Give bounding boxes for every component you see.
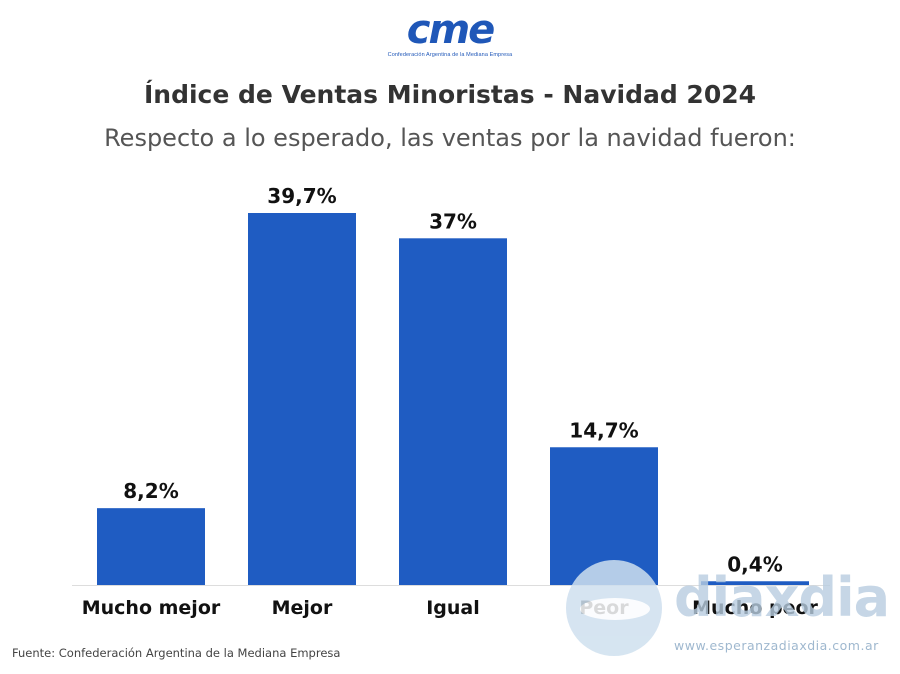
bar-value-label-1: 39,7% <box>267 184 336 208</box>
bar-2 <box>399 238 507 585</box>
bar-1 <box>248 213 356 585</box>
chart-title: Índice de Ventas Minoristas - Navidad 20… <box>143 80 757 109</box>
watermark-url: www.esperanzadiaxdia.com.ar <box>674 638 879 653</box>
bar-0 <box>97 508 205 585</box>
source-note: Fuente: Confederación Argentina de la Me… <box>12 646 341 660</box>
category-label-0: Mucho mejor <box>82 597 221 619</box>
cme-logo: cme Confederación Argentina de la Median… <box>0 8 900 58</box>
bar-4 <box>701 581 809 585</box>
bar-value-label-3: 14,7% <box>569 418 638 442</box>
logo-tagline: Confederación Argentina de la Mediana Em… <box>387 52 513 58</box>
chart-subtitle: Respecto a lo esperado, las ventas por l… <box>104 124 796 152</box>
category-label-1: Mejor <box>272 597 333 619</box>
bar-value-label-4: 0,4% <box>727 552 782 576</box>
watermark-logo-icon <box>566 560 662 656</box>
category-label-4: Mucho peor <box>692 597 818 619</box>
bar-value-label-2: 37% <box>429 209 477 233</box>
category-label-2: Igual <box>426 597 480 619</box>
watermark: diaxdia www.esperanzadiaxdia.com.ar <box>566 560 896 660</box>
watermark-brand: diaxdia <box>674 566 890 629</box>
logo-brand: cme <box>406 7 496 53</box>
bar-chart: 8,2%Mucho mejor39,7%Mejor37%Igual14,7%Pe… <box>72 184 830 619</box>
bar-value-label-0: 8,2% <box>123 479 178 503</box>
